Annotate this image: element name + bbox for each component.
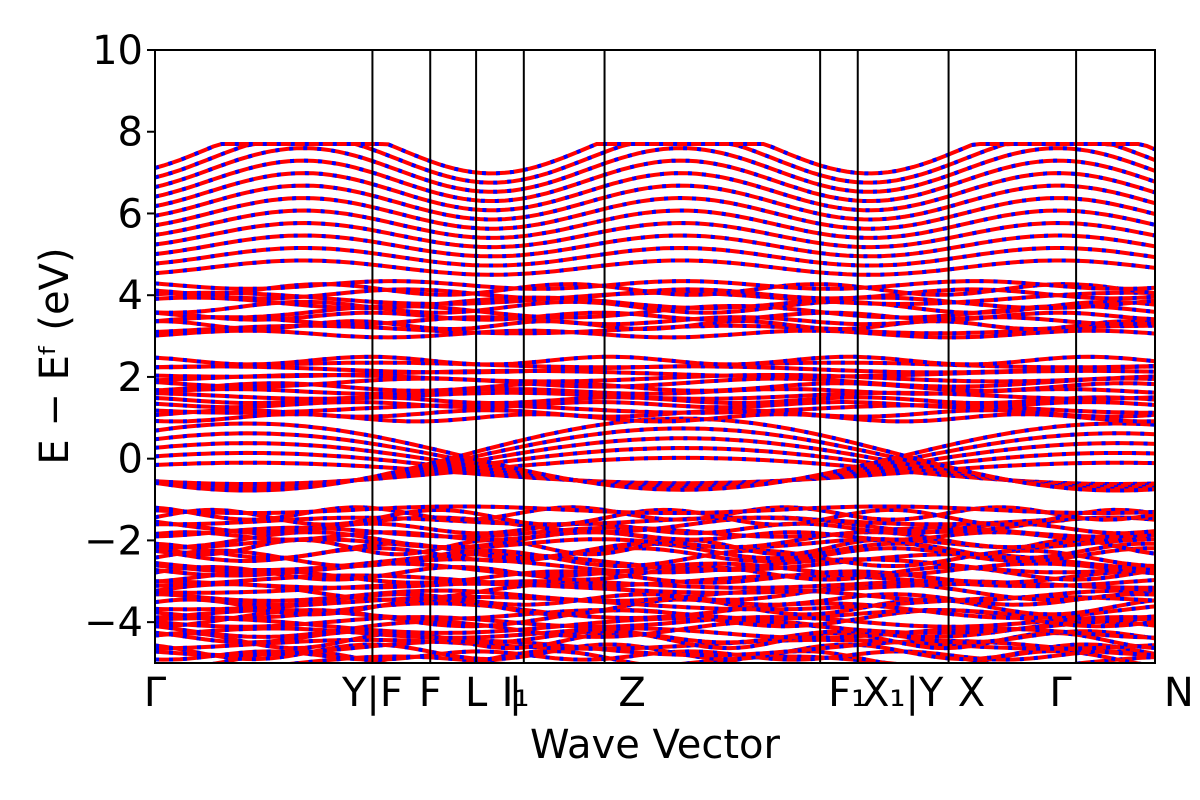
band-line-78 — [155, 258, 1155, 277]
x-tick-label: X — [958, 670, 985, 716]
band-line-23 — [155, 569, 1155, 585]
band-line-dash-81 — [155, 220, 1155, 250]
band-line-dash-50 — [155, 421, 1155, 492]
plot-frame — [154, 49, 1156, 664]
band-line-8 — [155, 626, 1155, 640]
band-line-dash-84 — [155, 183, 1155, 222]
x-tick-label: I₁ — [502, 670, 530, 716]
x-tick-label: L — [465, 670, 488, 716]
band-line-5 — [155, 637, 1155, 651]
x-tick-label: Γ — [144, 670, 167, 716]
band-line-65 — [155, 354, 1155, 367]
y-tick-label: 2 — [118, 355, 143, 401]
band-line-53 — [155, 408, 1155, 419]
band-line-dash-82 — [155, 208, 1155, 240]
x-tick-label: F₁ — [828, 670, 867, 716]
band-line-41 — [155, 504, 1155, 515]
band-line-dash-89 — [155, 142, 1155, 176]
x-tick-label: N | M — [1164, 670, 1200, 716]
band-line-87 — [155, 146, 1155, 194]
y-tick-label: 8 — [118, 110, 143, 156]
y-axis-label: E − Eᶠ (eV) — [32, 247, 78, 464]
y-tick-label: 0 — [118, 437, 143, 483]
x-axis-label: Wave Vector — [530, 722, 781, 768]
band-line-77 — [155, 279, 1155, 291]
band-line-60 — [155, 376, 1155, 389]
y-tick-label: 4 — [118, 273, 143, 319]
band-line-11 — [155, 615, 1155, 629]
x-tick-label: X₁|Y — [862, 670, 944, 716]
band-line-dash-80 — [155, 233, 1155, 259]
band-line-34 — [155, 530, 1155, 542]
x-tick-label: Z — [618, 670, 645, 716]
band-line-73 — [155, 295, 1155, 311]
band-line-dash-39 — [155, 507, 1155, 527]
y-tick-label: 10 — [92, 28, 143, 74]
band-line-dash-85 — [155, 171, 1155, 213]
band-line-57 — [155, 390, 1155, 401]
x-tick-label: | — [509, 670, 522, 716]
y-tick-label: −4 — [84, 600, 143, 646]
band-line-64 — [155, 360, 1155, 370]
band-line-72 — [155, 299, 1155, 315]
x-tick-label: Y|F — [341, 670, 403, 716]
y-axis-ticks: 10 8 6 4 2 0 −2 −4 — [84, 28, 155, 646]
high-symmetry-lines — [371, 50, 1078, 663]
x-tick-label: F — [419, 670, 442, 716]
band-line-0 — [278, 654, 1155, 663]
y-tick-label: −2 — [84, 518, 143, 564]
band-line-79 — [155, 245, 1155, 268]
band-lines — [155, 142, 1155, 663]
band-line-55 — [155, 399, 1155, 410]
band-line-37 — [155, 515, 1155, 534]
band-line-dash-83 — [155, 195, 1155, 231]
x-tick-label: Γ — [1049, 670, 1072, 716]
band-line-dash-86 — [155, 158, 1155, 203]
y-tick-label: 6 — [118, 191, 143, 237]
band-line-18 — [155, 588, 1155, 603]
band-line-70 — [155, 310, 1155, 322]
band-line-19 — [155, 582, 1155, 602]
band-line-66 — [155, 328, 1155, 340]
band-line-dash-51 — [155, 416, 1155, 493]
